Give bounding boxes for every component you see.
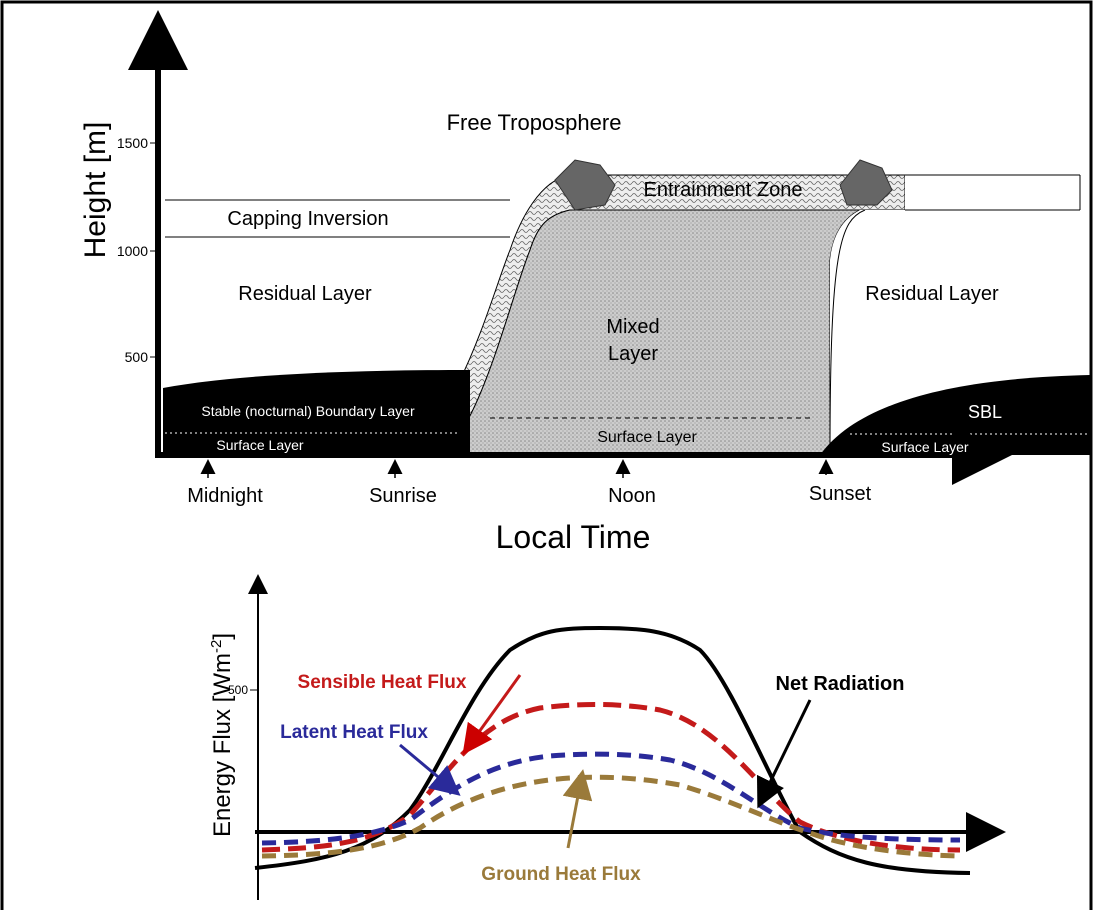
diagram: Height [m] 1500 1000 500 Free Tropospher… <box>0 0 1093 910</box>
region-label: Free Troposphere <box>447 110 622 135</box>
flux-label: Net Radiation <box>776 673 905 695</box>
y-axis-label-superscript: -2 <box>208 640 225 653</box>
time-label: Midnight <box>187 485 263 507</box>
region-label: Surface Layer <box>881 439 968 455</box>
flux-label: Latent Heat Flux <box>280 722 428 743</box>
flux-label: Ground Heat Flux <box>481 864 641 885</box>
region-label: SBL <box>968 402 1002 422</box>
region-label: Surface Layer <box>216 437 303 453</box>
region-label: Residual Layer <box>865 283 999 305</box>
y-tick-label: 500 <box>228 683 248 697</box>
time-label: Sunset <box>809 483 872 505</box>
y-tick-label: 500 <box>125 349 149 365</box>
y-tick-label: 1500 <box>117 135 148 151</box>
x-axis-label: Local Time <box>496 519 651 555</box>
time-label: Sunrise <box>369 485 437 507</box>
region-label: Entrainment Zone <box>644 179 803 201</box>
y-axis-label-text: Energy Flux [Wm <box>209 653 236 837</box>
y-axis-label: Energy Flux [Wm-2] <box>208 633 236 837</box>
region-label: Stable (nocturnal) Boundary Layer <box>201 403 415 419</box>
y-axis-label: Height [m] <box>79 122 112 259</box>
region-label: Capping Inversion <box>227 208 388 230</box>
y-axis-label-close: ] <box>209 633 236 640</box>
region-label: Surface Layer <box>597 429 697 446</box>
time-label: Noon <box>608 485 656 507</box>
y-tick-label: 1000 <box>117 243 148 259</box>
region-label: Mixed <box>606 316 659 338</box>
flux-label: Sensible Heat Flux <box>298 672 467 693</box>
region-label: Layer <box>608 343 658 365</box>
region-label: Residual Layer <box>238 283 372 305</box>
